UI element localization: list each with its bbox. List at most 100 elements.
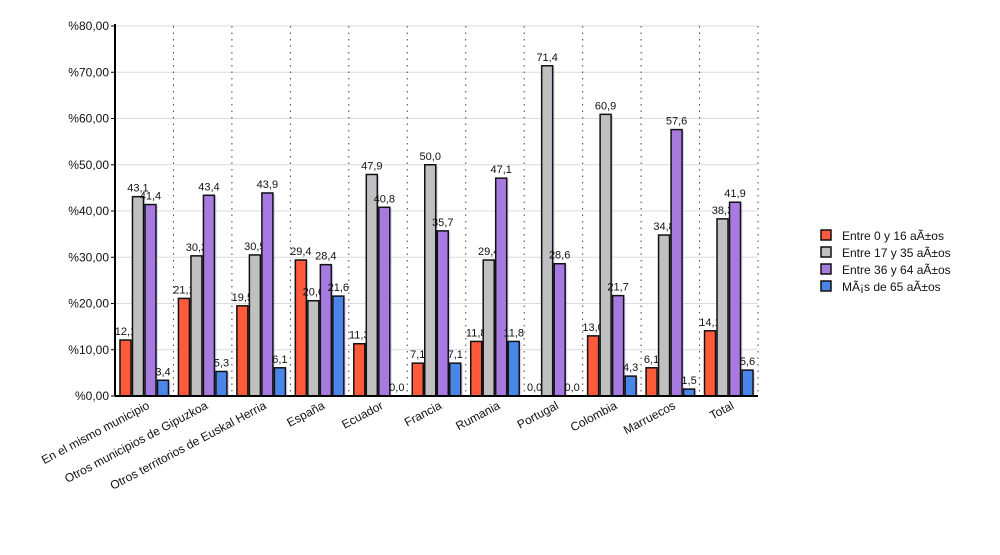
- data-label: 30,3: [186, 242, 207, 254]
- data-label: 13,0: [582, 322, 603, 334]
- data-label: 20,6: [303, 287, 324, 299]
- bar: [307, 299, 320, 397]
- bar: [469, 340, 483, 397]
- x-tick-label: Total: [707, 398, 736, 422]
- y-tick-label: %80,00: [68, 19, 109, 33]
- bar: [540, 65, 554, 397]
- bar: [119, 339, 132, 397]
- data-label: 19,5: [232, 292, 253, 304]
- bar: [215, 370, 228, 397]
- bar: [682, 388, 696, 397]
- bar: [599, 113, 612, 397]
- data-label: 7,1: [448, 349, 463, 361]
- bars: 12,1 43,141,4 3,4 21,1 30,3 43,4 5,3 19,5 30,5 43…: [115, 52, 755, 398]
- data-label: 50,0: [420, 151, 441, 163]
- data-label: 43,1: [127, 183, 148, 195]
- bar: [261, 192, 274, 397]
- bar: [236, 305, 249, 397]
- data-label: 34,8: [653, 221, 674, 233]
- bar: [411, 362, 424, 397]
- x-tick-label: Ecuador: [339, 398, 385, 431]
- legend-label: MÃ¡s de 65 aÃ±os: [842, 280, 941, 294]
- data-label: 60,9: [595, 100, 616, 112]
- data-label: 14,1: [699, 317, 720, 329]
- y-tick-label: %70,00: [68, 65, 109, 79]
- data-label: 5,3: [214, 357, 229, 369]
- legend-label: Entre 17 y 35 aÃ±os: [842, 246, 951, 260]
- data-label: 41,9: [724, 188, 745, 200]
- bar: [553, 262, 566, 397]
- bar: [202, 194, 216, 397]
- data-label: 3,4: [155, 366, 170, 378]
- bar: [482, 259, 495, 397]
- y-tick-label: %60,00: [68, 112, 109, 126]
- bar: [131, 195, 145, 397]
- data-label: 5,6: [740, 356, 755, 368]
- bar: [436, 230, 449, 397]
- data-label: 43,4: [198, 181, 219, 193]
- legend-label: Entre 0 y 16 aÃ±os: [842, 229, 944, 243]
- data-label: 12,1: [115, 326, 136, 338]
- y-axis: %0,00 %10,00 %20,00 %30,00 %40,00 %50,00 %60,0…: [68, 19, 116, 403]
- data-label: 0,0: [389, 382, 404, 394]
- bar: [611, 294, 625, 397]
- data-label: 71,4: [536, 52, 557, 64]
- y-tick-label: %10,00: [68, 343, 109, 357]
- bar: [353, 342, 366, 397]
- data-label: 28,6: [549, 250, 570, 262]
- data-label: 57,6: [666, 116, 687, 128]
- bar: [177, 297, 191, 397]
- bar: [156, 379, 170, 397]
- x-tick-label: Portugal: [515, 398, 561, 431]
- bar: [586, 335, 600, 397]
- bar: [273, 367, 287, 397]
- data-label: 29,4: [478, 246, 499, 258]
- x-tick-label: Colombia: [568, 398, 620, 434]
- bar: [449, 362, 462, 397]
- data-label: 29,4: [290, 246, 311, 258]
- legend-swatch: [820, 246, 832, 258]
- data-label: 0,0: [527, 382, 542, 394]
- data-label: 11,8: [466, 327, 487, 339]
- data-label: 11,8: [503, 327, 524, 339]
- legend-swatch: [820, 280, 832, 292]
- bar: [144, 203, 157, 397]
- bar: [365, 173, 379, 397]
- bar: [657, 234, 671, 397]
- data-label: 1,5: [681, 375, 696, 387]
- data-label: 0,0: [565, 382, 580, 394]
- bar: [645, 367, 658, 397]
- data-label: 7,1: [410, 349, 425, 361]
- y-tick-label: %20,00: [68, 297, 109, 311]
- legend: Entre 0 y 16 aÃ±os Entre 17 y 35 aÃ±os Ent…: [820, 229, 951, 294]
- bar: [332, 295, 345, 397]
- data-label: 47,1: [490, 164, 511, 176]
- data-label: 11,3: [349, 330, 370, 342]
- bar: [741, 369, 754, 397]
- data-label: 28,4: [315, 251, 336, 263]
- bar: [190, 255, 203, 397]
- data-label: 43,9: [257, 179, 278, 191]
- bar: [624, 375, 637, 397]
- x-tick-label: Rumania: [453, 398, 502, 433]
- data-label: 40,8: [374, 193, 395, 205]
- bar: [670, 128, 683, 397]
- bar: [378, 206, 391, 397]
- data-label: 21,7: [607, 282, 628, 294]
- bar: [703, 330, 717, 397]
- bar: [716, 218, 729, 397]
- data-label: 47,9: [361, 160, 382, 172]
- x-tick-label: Marruecos: [621, 398, 678, 437]
- data-label: 6,1: [272, 354, 287, 366]
- bar: [728, 201, 742, 397]
- data-label: 21,6: [328, 282, 349, 294]
- bar: [248, 254, 262, 397]
- bar: [507, 340, 520, 397]
- data-label: 6,1: [644, 354, 659, 366]
- legend-swatch: [820, 229, 832, 241]
- x-tick-label: España: [284, 398, 327, 430]
- data-label: 30,5: [244, 241, 265, 253]
- x-tick-label: Francia: [402, 398, 444, 429]
- data-label: 4,3: [623, 362, 638, 374]
